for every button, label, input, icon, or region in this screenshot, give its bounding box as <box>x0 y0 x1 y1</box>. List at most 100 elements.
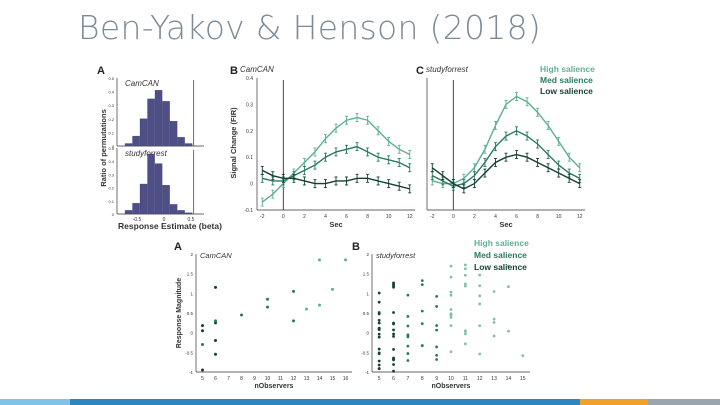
hist-0-bar <box>162 101 170 147</box>
scatter-5-point <box>377 332 381 336</box>
scatter-5-point <box>392 322 395 326</box>
scatter-4-ytick: 0 <box>190 331 193 336</box>
hist-1-bar <box>162 185 170 215</box>
hist-1-xtick: 0 <box>163 217 166 223</box>
hist-0-bar <box>169 121 178 147</box>
scatter-4-xtick: 12 <box>291 376 297 382</box>
scatter-5-point <box>420 344 424 348</box>
footer-bar-grey <box>648 399 720 405</box>
line-2-ytick: 0 <box>250 182 253 188</box>
scatter-5-point <box>492 317 496 321</box>
hist-1-bar <box>169 204 178 215</box>
scatter-5-point <box>507 264 510 268</box>
scatter-5-point <box>420 309 424 313</box>
line-2-xtick: -2 <box>260 214 265 220</box>
line-2-xtick: 4 <box>324 214 327 220</box>
line-2-ytick: 0.2 <box>246 129 253 135</box>
scatter-5-point <box>449 264 453 268</box>
hist-1-bar <box>124 210 133 215</box>
scatter-5-xtick: 11 <box>463 376 468 382</box>
scatter-4-point <box>214 319 217 323</box>
scatter-5-point <box>406 352 410 355</box>
line-3-xtick: -2 <box>430 214 435 220</box>
line-3-xtick: 4 <box>494 214 497 220</box>
scatter-4-xtick: 14 <box>317 376 323 382</box>
line-3-title: studyforrest <box>426 65 469 74</box>
scatter-5-point <box>377 291 381 295</box>
panel-label-scatter-b: B <box>352 241 360 253</box>
scatter-4-ytick: -1 <box>189 370 193 375</box>
legend-top-med: Med salience <box>540 75 593 85</box>
scatter-5-point <box>478 324 482 328</box>
panel-label-scatter-a: A <box>174 241 182 253</box>
scatter-4-ytick: 1 <box>190 291 193 296</box>
footer-bar-blue-2 <box>70 399 580 405</box>
scatter-5-ytick: -1 <box>365 370 369 375</box>
line-2-ytick: 0.3 <box>246 102 253 108</box>
scatter-4-ytick: 0.5 <box>187 311 194 316</box>
scatter-5-ytick: 2 <box>366 252 369 257</box>
hist-0-bar <box>132 135 140 147</box>
hist-ylabel: Ratio of permutations <box>99 109 108 187</box>
scatter-4-ytick: -0.5 <box>185 350 193 355</box>
scatter-4-point <box>201 324 204 328</box>
scatter-5-point <box>435 305 439 308</box>
hist-0-bar <box>154 90 163 147</box>
line-3-xtick: 8 <box>536 214 539 220</box>
line-2-ylabel: Signal Change (FIR) <box>229 107 238 179</box>
line-3-xlabel: Sec <box>499 220 512 229</box>
hist-1-title: studyforrest <box>125 149 168 158</box>
line-2-xtick: 10 <box>386 214 392 220</box>
scatter-5-point <box>507 329 510 333</box>
scatter-5-ytick: 0 <box>366 331 369 336</box>
scatter-5-point <box>377 359 381 363</box>
scatter-4-point <box>201 368 204 372</box>
scatter-5-xtick: 8 <box>421 376 424 382</box>
scatter-5-point <box>463 263 467 267</box>
scatter-5-point <box>420 283 424 287</box>
scatter-5-point <box>406 359 410 362</box>
scatter-5-point <box>392 311 395 314</box>
scatter-5-point <box>463 342 467 346</box>
scatter-5-point <box>377 318 381 322</box>
hist-0-ytick: 0.5 <box>108 76 114 81</box>
scatter-4-xtick: 5 <box>201 376 204 382</box>
scatter-4-xtick: 15 <box>330 376 336 382</box>
scatter-4-point <box>214 285 217 289</box>
scatter-5-point <box>492 334 496 338</box>
scatter-5-point <box>492 290 496 293</box>
line-3-xtick: 6 <box>515 214 518 220</box>
footer-bar-orange <box>580 399 648 405</box>
scatter-5-point <box>478 302 482 306</box>
hist-1-ytick: 0.2 <box>108 186 114 191</box>
scatter-5-point <box>449 290 453 294</box>
scatter-4-xtick: 9 <box>253 376 256 382</box>
scatter-4-point <box>344 258 347 262</box>
scatter-5-point <box>420 322 424 326</box>
scatter-5-point <box>463 282 467 286</box>
scatter-5-xtick: 12 <box>477 376 483 382</box>
scatter-4-point <box>201 342 204 346</box>
scatter-5-point <box>507 285 510 289</box>
scatter-5-point <box>449 275 453 279</box>
scatter-4-point <box>318 303 321 307</box>
scatter-4-ytick: 1.5 <box>187 272 194 277</box>
scatter-5-point <box>392 348 395 351</box>
hist-1-bar <box>132 203 140 215</box>
scatter-4-point <box>331 287 334 291</box>
hist-1-ytick: 0.5 <box>108 146 114 151</box>
scatter-5-point <box>463 329 467 333</box>
scatter-5-point <box>377 327 381 331</box>
scatter-4-xtick: 6 <box>214 376 217 382</box>
scatter-4-xtick: 8 <box>240 376 243 382</box>
hist-1-xtick: -0.5 <box>133 217 142 223</box>
scatter-4-point <box>292 289 295 293</box>
hist-xlabel: Response Estimate (beta) <box>118 221 222 231</box>
hist-1-bar <box>184 212 193 215</box>
scatter-5-xtick: 14 <box>506 376 512 382</box>
scatter-5-point <box>449 308 453 311</box>
scatter-5-point <box>435 324 439 327</box>
legend-bottom-med: Med salience <box>474 250 527 260</box>
scatter-5-point <box>463 267 467 271</box>
